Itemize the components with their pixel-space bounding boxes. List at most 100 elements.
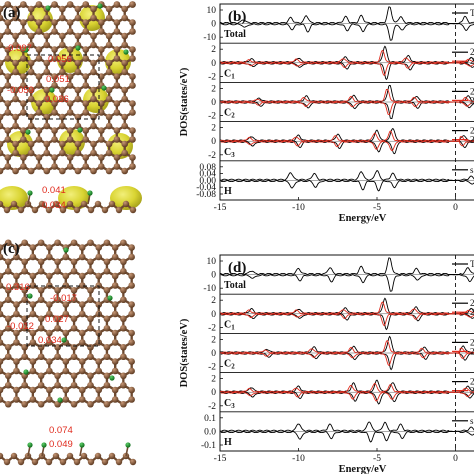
carbon-atom xyxy=(70,400,78,408)
carbon-atom xyxy=(51,1,58,8)
carbon-atom xyxy=(37,324,45,332)
carbon-atom xyxy=(74,149,82,157)
carbon-atom xyxy=(51,100,58,107)
carbon-atom xyxy=(115,206,123,214)
carbon-atom xyxy=(70,343,78,351)
carbon-atom xyxy=(70,239,78,247)
carbon-atom xyxy=(52,452,60,460)
carbon-atom xyxy=(37,381,45,389)
carbon-atom xyxy=(105,140,113,148)
carbon-atom xyxy=(4,19,12,26)
carbon-atom xyxy=(20,1,27,8)
carbon-atom xyxy=(78,329,86,337)
carbon-atom xyxy=(27,14,35,22)
carbon-atom xyxy=(87,381,94,389)
carbon-atom xyxy=(98,127,105,134)
carbon-atom xyxy=(87,400,94,408)
carbon-atom xyxy=(66,73,74,80)
y-tick-label: -0.08 xyxy=(196,190,216,200)
carbon-atom xyxy=(111,301,119,308)
carbon-atom xyxy=(78,367,86,375)
carbon-atom xyxy=(0,14,4,22)
y-tick-label: -0.1 xyxy=(201,441,216,451)
carbon-atom xyxy=(90,167,97,175)
charge-label: 0.049 xyxy=(49,439,73,450)
carbon-atom xyxy=(20,136,27,143)
carbon-atom xyxy=(37,296,45,304)
dos-chart-d: (d)100-10TotalTotal20-22s2pC120-22s2pC22… xyxy=(179,254,474,474)
panel-a-structure: (a) -0.097 0.056 0.051 -0.059 0.036 0.04… xyxy=(0,1,142,214)
hydrogen-atom xyxy=(125,442,131,448)
panel-label: (d) xyxy=(228,260,246,276)
carbon-atom xyxy=(4,258,12,266)
c-h-bond xyxy=(79,445,83,457)
carbon-atom xyxy=(121,113,129,121)
carbon-atom xyxy=(129,206,137,214)
carbon-atom xyxy=(0,358,4,365)
carbon-atom xyxy=(35,19,43,26)
unit-cell-box xyxy=(26,285,100,347)
carbon-atom xyxy=(105,167,113,175)
carbon-atom xyxy=(0,200,4,208)
x-tick-label: -15 xyxy=(214,454,227,464)
carbon-atom xyxy=(37,372,45,380)
carbon-atom xyxy=(27,41,35,49)
carbon-atom xyxy=(111,396,119,403)
dos-curve xyxy=(219,89,474,115)
carbon-atom xyxy=(66,46,74,53)
carbon-atom xyxy=(113,82,121,89)
carbon-atom xyxy=(37,258,45,266)
unit-cell-box xyxy=(26,54,100,120)
carbon-atom xyxy=(82,100,90,107)
carbon-atom xyxy=(113,1,121,8)
carbon-atom xyxy=(46,244,53,251)
carbon-atom xyxy=(129,154,136,161)
carbon-atom xyxy=(21,315,28,323)
hydrogen-atom xyxy=(49,87,55,93)
carbon-atom xyxy=(128,386,135,394)
carbon-atom xyxy=(129,28,136,35)
carbon-atom xyxy=(54,324,61,332)
charge-label: 0.056 xyxy=(48,54,72,65)
charge-label: 0.034 xyxy=(42,200,66,211)
carbon-atom xyxy=(111,272,119,280)
carbon-atom xyxy=(70,353,78,361)
carbon-atom xyxy=(21,286,28,294)
y-tick-label: -2 xyxy=(208,72,216,82)
carbon-atom xyxy=(111,386,119,394)
carbon-atom xyxy=(29,272,37,280)
carbon-atom xyxy=(111,244,119,251)
carbon-atom xyxy=(51,154,58,161)
carbon-atom xyxy=(113,46,121,53)
carbon-atom xyxy=(13,339,20,346)
carbon-atom xyxy=(129,127,136,134)
carbon-atom xyxy=(21,381,28,389)
c-h-bond xyxy=(27,193,31,205)
carbon-atom xyxy=(105,122,113,130)
carbon-atom xyxy=(113,73,121,80)
c-h-bond xyxy=(125,445,129,457)
carbon-atom xyxy=(0,167,4,175)
carbon-atom xyxy=(12,86,19,94)
carbon-atom xyxy=(59,149,66,157)
carbon-atom xyxy=(128,367,135,375)
carbon-atom xyxy=(121,95,129,103)
carbon-atom xyxy=(31,458,39,466)
carbon-atom xyxy=(21,239,28,247)
charge-label: 0.051 xyxy=(46,74,70,85)
carbon-atom xyxy=(59,122,66,130)
legend-label: Total xyxy=(470,8,474,18)
carbon-atom xyxy=(12,59,19,67)
carbon-atom xyxy=(129,19,136,26)
legend-label: 2p xyxy=(470,95,474,105)
legend-label: Total xyxy=(470,259,474,269)
charge-label: 0.034 xyxy=(38,335,62,346)
carbon-atom xyxy=(98,109,105,116)
carbon-atom xyxy=(94,452,102,460)
carbon-atom xyxy=(0,140,4,148)
carbon-atom xyxy=(66,19,74,26)
row-label: C1 xyxy=(224,68,235,80)
x-tick-label: -10 xyxy=(292,203,305,213)
carbon-atom xyxy=(103,381,111,389)
dos-chart-b: (b)100-10TotalTotal20-22s2pC120-22s2pC22… xyxy=(179,3,474,224)
